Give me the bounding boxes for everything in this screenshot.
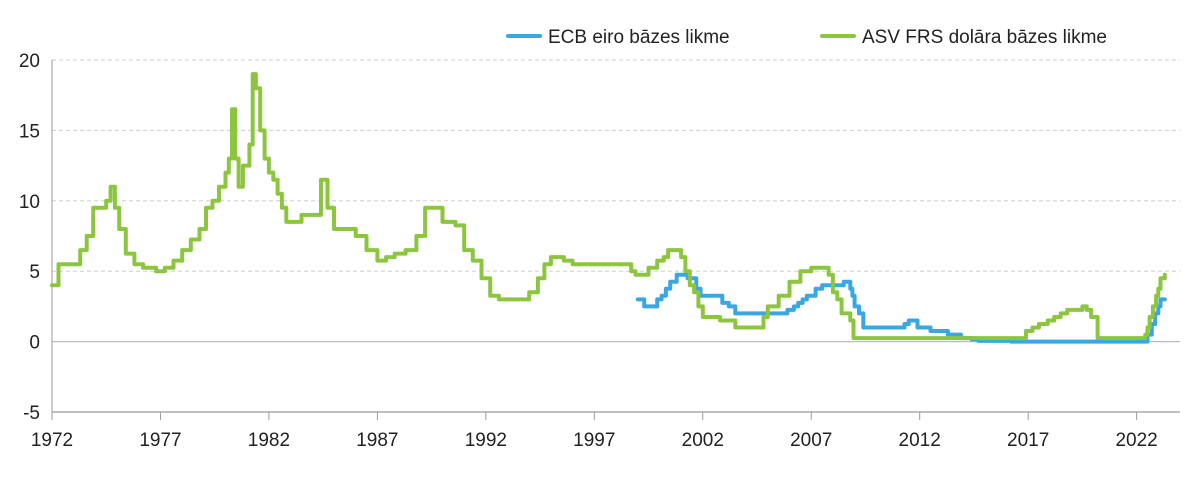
legend-label: ASV FRS dolāra bāzes likme (862, 27, 1107, 48)
axes (51, 60, 1180, 420)
y-tick-label: 10 (19, 192, 40, 213)
x-tick-label: 1977 (139, 430, 181, 451)
y-tick-label: 0 (29, 333, 40, 354)
x-tick-label: 2002 (682, 430, 724, 451)
x-tick-label: 2022 (1115, 430, 1157, 451)
x-tick-label: 2007 (790, 430, 832, 451)
x-tick-label: 1982 (248, 430, 290, 451)
series-line-frs (50, 72, 1167, 341)
x-tick-label: 2012 (899, 430, 941, 451)
x-tick-label: 1997 (573, 430, 615, 451)
x-tick-label: 1987 (356, 430, 398, 451)
x-tick-label: 2017 (1007, 430, 1049, 451)
x-tick-label: 1992 (465, 430, 507, 451)
grid-lines (52, 59, 1180, 413)
y-tick-label: -5 (23, 403, 40, 424)
legend: ECB eiro bāzes likme ASV FRS dolāra bāzes… (506, 27, 1107, 48)
series-lines (50, 72, 1167, 344)
y-tick-label: 5 (29, 262, 40, 283)
series-line-ecb (635, 272, 1167, 344)
x-tick-label: 1972 (31, 430, 73, 451)
tick-labels: 20 15 10 5 0 -5 1972 1977 1982 1987 1992 1997 2002 20… (19, 51, 1158, 451)
y-tick-label: 15 (19, 121, 40, 142)
y-tick-label: 20 (19, 51, 40, 72)
legend-label: ECB eiro bāzes likme (548, 27, 730, 48)
